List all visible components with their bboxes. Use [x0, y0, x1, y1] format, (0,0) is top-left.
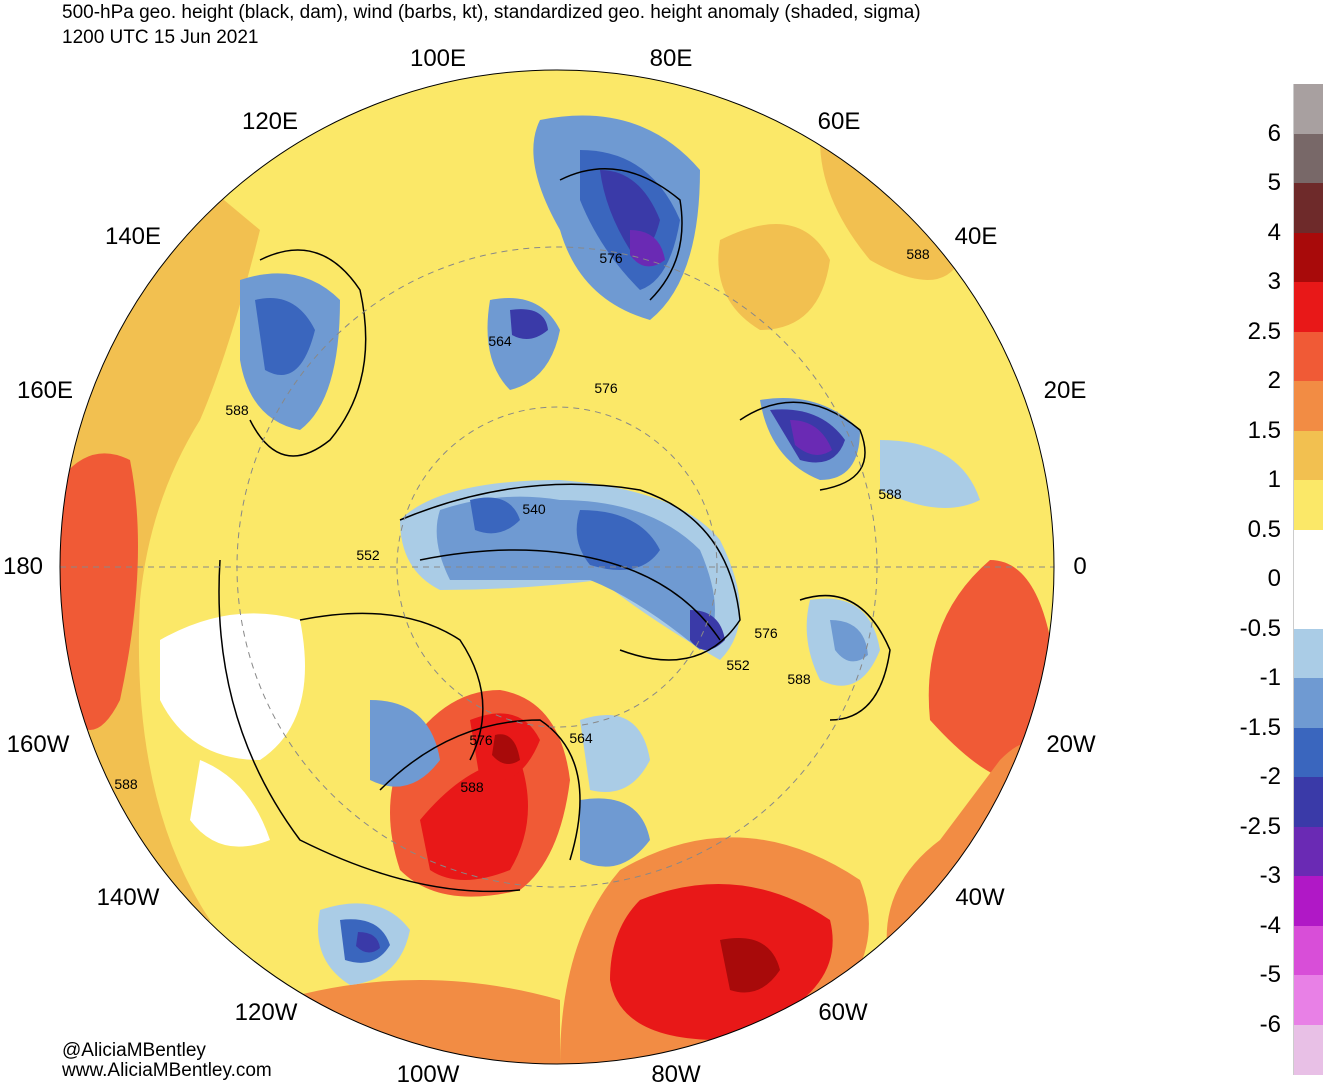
colorbar-label: -1 — [1259, 664, 1281, 691]
colorbar-label: 1 — [1267, 466, 1281, 493]
contour-label: 588 — [906, 246, 930, 262]
contour-label: 576 — [594, 380, 618, 396]
lon-label-160e: 160E — [16, 377, 74, 404]
colorbar-label: -5 — [1259, 961, 1281, 988]
credit-website: www.AliciaMBentley.com — [62, 1060, 272, 1081]
colorbar-swatch — [1293, 232, 1323, 283]
lon-label-180: 180 — [2, 553, 44, 580]
colorbar-swatch — [1293, 678, 1323, 729]
credit-handle: @AliciaMBentley — [62, 1040, 206, 1061]
contour-label: 576 — [754, 625, 778, 641]
contour-label: 552 — [726, 657, 750, 673]
map-title: 500-hPa geo. height (black, dam), wind (… — [62, 2, 921, 23]
colorbar-label: 2 — [1267, 367, 1281, 394]
colorbar-label: 3 — [1267, 268, 1281, 295]
colorbar-label: -6 — [1259, 1010, 1281, 1038]
lon-label-40e: 40E — [954, 223, 998, 250]
contour-label: 588 — [460, 779, 484, 795]
lon-label-0: 0 — [1073, 553, 1087, 580]
colorbar-swatch — [1293, 579, 1323, 630]
colorbar-swatch — [1293, 331, 1323, 382]
colorbar-label: 5 — [1267, 169, 1281, 196]
lon-label-100e: 100E — [409, 45, 467, 72]
colorbar-swatch — [1293, 727, 1323, 778]
colorbar-swatch — [1293, 529, 1323, 580]
contour-label: 564 — [488, 333, 512, 349]
lon-label-80w: 80W — [651, 1061, 701, 1088]
colorbar-swatch — [1293, 84, 1323, 135]
colorbar-swatch — [1293, 133, 1323, 184]
anomaly-shading — [60, 70, 1054, 1064]
colorbar-label: -3 — [1259, 862, 1281, 889]
colorbar-label: -4 — [1259, 911, 1281, 939]
lon-label-120w: 120W — [234, 999, 298, 1026]
lon-label-40w: 40W — [955, 884, 1005, 911]
colorbar-swatch — [1293, 1024, 1323, 1075]
lon-label-60w: 60W — [818, 999, 868, 1026]
contour-label: 588 — [878, 486, 902, 502]
contours — [218, 168, 891, 893]
map-disc-border — [59, 69, 1055, 1065]
contour-label: 588 — [787, 671, 811, 687]
lon-label-140w: 140W — [96, 884, 160, 911]
contour-label: 552 — [356, 547, 380, 563]
colorbar-label: 0.5 — [1247, 515, 1281, 543]
lon-label-80e: 80E — [649, 45, 693, 72]
graticule — [60, 246, 1054, 888]
colorbar-swatch — [1293, 183, 1323, 234]
colorbar-label: 4 — [1267, 218, 1281, 246]
colorbar-swatch — [1293, 381, 1323, 432]
lon-label-60e: 60E — [817, 108, 861, 135]
contour-label: 576 — [469, 732, 493, 748]
lon-label-20w: 20W — [1046, 731, 1096, 758]
colorbar-label: 2.5 — [1247, 317, 1281, 345]
lon-label-160w: 160W — [6, 731, 70, 758]
colorbar-label: 1.5 — [1247, 416, 1281, 444]
colorbar-swatch — [1293, 282, 1323, 333]
colorbar-label: -1.5 — [1239, 713, 1281, 741]
colorbar-label: 6 — [1267, 119, 1281, 147]
colorbar-label: 0 — [1267, 565, 1281, 592]
colorbar-swatch — [1293, 876, 1323, 927]
contour-label: 540 — [522, 501, 546, 517]
lon-label-20e: 20E — [1043, 377, 1087, 404]
colorbar-swatch — [1293, 480, 1323, 531]
colorbar-swatch — [1293, 628, 1323, 679]
colorbar-swatch — [1293, 925, 1323, 976]
contour-label: 588 — [225, 402, 249, 418]
contour-label: 576 — [599, 250, 623, 266]
lon-label-100w: 100W — [396, 1061, 460, 1088]
map-valid-time: 1200 UTC 15 Jun 2021 — [62, 27, 259, 48]
colorbar-swatch — [1293, 777, 1323, 828]
colorbar-label: -0.5 — [1239, 614, 1281, 642]
lon-label-140e: 140E — [104, 223, 162, 250]
colorbar-swatch — [1293, 826, 1323, 877]
contour-label: 588 — [114, 776, 138, 792]
contour-label: 564 — [569, 730, 593, 746]
colorbar-swatch — [1293, 430, 1323, 481]
colorbar-swatch — [1293, 975, 1323, 1026]
colorbar-label: -2.5 — [1239, 812, 1281, 840]
lon-label-120e: 120E — [241, 108, 299, 135]
colorbar-label: -2 — [1259, 763, 1281, 790]
